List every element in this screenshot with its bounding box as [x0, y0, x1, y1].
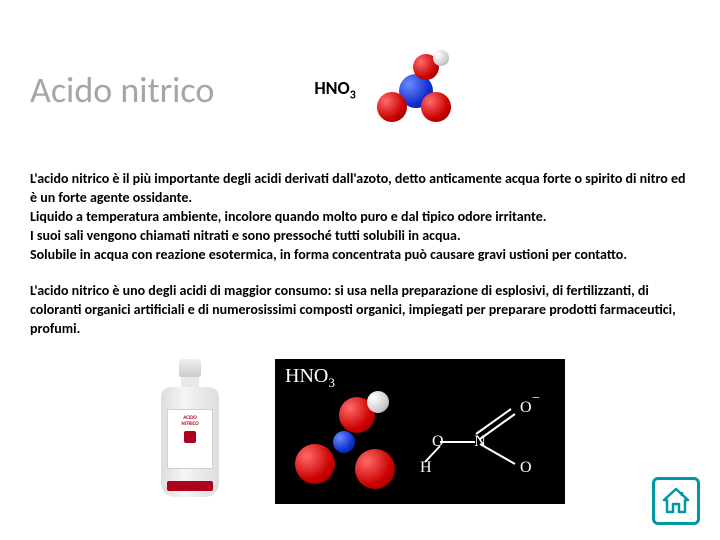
images-row: ACIDO NITRICO HNO3 N O — [0, 349, 720, 514]
lewis-H: H — [420, 459, 432, 476]
paragraph-2: L'acido nitrico è uno degli acidi di mag… — [30, 282, 690, 339]
home-icon — [661, 487, 691, 515]
lewis-O: O — [432, 433, 444, 450]
bottle-neck — [181, 377, 199, 387]
bottle-image: ACIDO NITRICO — [155, 359, 225, 499]
formula-main: HNO — [314, 77, 349, 99]
bottle-label-line2: NITRICO — [181, 421, 198, 427]
atom-oxygen — [377, 92, 407, 122]
header: Acido nitrico HNO3 — [0, 0, 720, 150]
atom-hydrogen — [433, 50, 449, 66]
lewis-minus: − — [532, 391, 540, 406]
body-text: L'acido nitrico è il più importante degl… — [0, 150, 720, 349]
lewis-N: N — [474, 433, 486, 450]
lewis-structure: N O − O O H — [420, 384, 550, 494]
atom-hydrogen — [367, 391, 389, 413]
molecule-panel: HNO3 N O − O O H — [275, 359, 565, 504]
molecule-3d-panel — [295, 389, 415, 499]
home-button[interactable] — [652, 477, 700, 525]
bottle-label: ACIDO NITRICO — [167, 409, 213, 469]
panel-formula: HNO3 — [285, 365, 335, 391]
lewis-O: O — [520, 459, 532, 476]
atom-oxygen — [421, 92, 451, 122]
molecule-3d-top — [371, 50, 461, 130]
panel-formula-sub: 3 — [328, 375, 335, 390]
formula-subscript: 3 — [350, 89, 356, 103]
atom-oxygen — [355, 449, 395, 489]
atom-nitrogen — [333, 431, 355, 453]
page-title: Acido nitrico — [30, 68, 214, 112]
bottle-cap — [179, 359, 201, 377]
lewis-O: O — [520, 399, 532, 416]
bottle-body: ACIDO NITRICO — [161, 387, 219, 497]
bottle-brand-strip — [167, 481, 213, 491]
chemical-formula: HNO3 — [314, 77, 355, 103]
panel-formula-main: HNO — [285, 365, 328, 387]
atom-oxygen — [295, 444, 335, 484]
hazard-icon — [184, 431, 196, 443]
paragraph-1: L'acido nitrico è il più importante degl… — [30, 170, 690, 264]
